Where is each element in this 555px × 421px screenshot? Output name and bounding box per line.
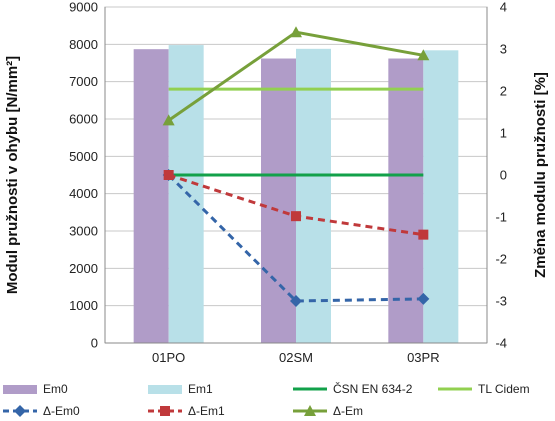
legend-marker: [14, 405, 26, 417]
y-right-tick-label: 3: [500, 42, 507, 57]
legend-label: ČSN EN 634-2: [333, 381, 413, 396]
legend-marker: [160, 406, 170, 416]
data-point: [290, 26, 302, 38]
legend-swatch: [148, 385, 182, 394]
y-left-tick-label: 1000: [69, 298, 98, 313]
y-left-tick-label: 0: [91, 336, 98, 351]
legend-label: Δ-Em1: [188, 404, 225, 418]
y-axis-left-title: Modul pružnosti v ohybu [N/mm²]: [4, 56, 21, 294]
y-axis-right-title: Změna modulu pružnosti [%]: [532, 72, 549, 278]
legend-label: Δ-Em0: [43, 404, 80, 418]
axes: [104, 7, 488, 344]
y-left-tick-label: 6000: [69, 112, 98, 127]
series-line: [167, 173, 424, 303]
data-point: [417, 292, 430, 305]
data-point: [163, 170, 174, 180]
y-left-tick-label: 3000: [69, 224, 98, 239]
series-lines: [162, 26, 430, 307]
bar-em1: [296, 48, 331, 344]
y-right-tick-label: 1: [500, 126, 507, 141]
data-point: [290, 295, 302, 307]
data-point: [418, 229, 429, 240]
y-left-tick-label: 4000: [69, 186, 98, 201]
bar-em0: [388, 58, 424, 344]
y-right-tick-label: 2: [500, 84, 507, 99]
legend: Em0 Em1 ČSN EN 634-2 TL Cidem Δ-Em0 Δ-Em1 Δ-Em: [3, 381, 530, 418]
bar-em0: [133, 49, 169, 343]
x-tick-label: 03PR: [407, 350, 440, 365]
y-right-tick-label: -4: [495, 336, 507, 351]
y-right-tick-label: -2: [495, 252, 507, 267]
y-left-tick-label: 9000: [69, 0, 98, 15]
y-left-tick-label: 7000: [69, 74, 98, 89]
y-right-tick-label: -1: [495, 210, 507, 225]
legend-label: Em1: [188, 382, 213, 396]
data-point: [291, 211, 301, 222]
y-left-tick-label: 2000: [69, 261, 98, 276]
legend-label: TL Cidem: [478, 382, 530, 396]
reference-lines: [168, 87, 424, 177]
y-right-tick-label: 4: [500, 0, 507, 15]
y-left-tick-label: 5000: [69, 149, 98, 164]
legend-label: Em0: [43, 382, 68, 396]
y-left-tick-label: 8000: [69, 37, 98, 52]
legend-label: Δ-Em: [333, 404, 363, 418]
x-tick-label: 02SM: [279, 350, 313, 365]
y-right-tick-label: 0: [500, 168, 507, 183]
bar-em1: [423, 50, 459, 343]
tick-labels: 0 1000 2000 3000 4000 5000 6000 7000 8000 9000 -4 -…: [69, 0, 507, 365]
legend-marker: [304, 405, 316, 416]
x-tick-label: 01PO: [152, 350, 185, 365]
data-point: [417, 49, 430, 61]
y-right-tick-label: -3: [495, 294, 507, 309]
legend-swatch: [3, 385, 37, 394]
data-point: [162, 114, 175, 126]
